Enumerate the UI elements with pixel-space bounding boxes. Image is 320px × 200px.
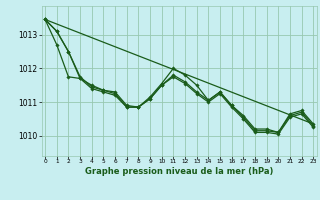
X-axis label: Graphe pression niveau de la mer (hPa): Graphe pression niveau de la mer (hPa) xyxy=(85,167,273,176)
